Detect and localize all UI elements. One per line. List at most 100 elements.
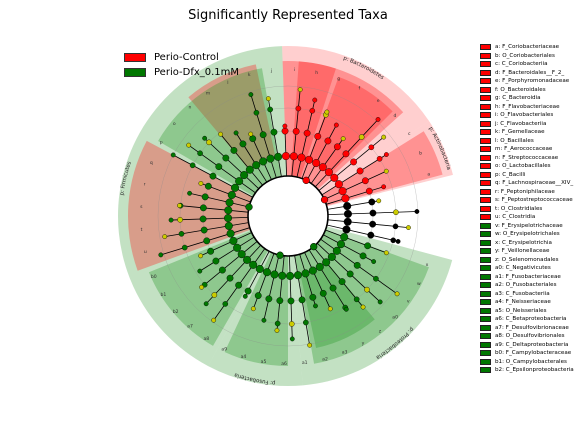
leaf-node xyxy=(162,234,168,240)
key-entry: t: O_Clostridiales xyxy=(480,205,574,214)
leaf-node xyxy=(377,299,383,305)
leaf-node xyxy=(371,259,377,264)
tree-node xyxy=(219,266,226,274)
ring-letter: b1 xyxy=(161,292,167,298)
phylum-node xyxy=(320,196,329,204)
tree-node xyxy=(266,154,275,163)
tree-node xyxy=(224,206,233,215)
leaf-node xyxy=(198,253,204,259)
tree-node xyxy=(359,252,367,260)
tree-node xyxy=(295,105,302,112)
ring-letter: b2 xyxy=(173,309,179,315)
key-swatch xyxy=(480,112,491,119)
key-label: g: C_Bacteroidia xyxy=(495,95,541,102)
tree-node xyxy=(368,144,375,151)
key-swatch xyxy=(480,265,491,272)
tree-branch xyxy=(313,246,364,308)
legend-swatch-dfx xyxy=(124,68,146,77)
tree-node xyxy=(244,287,252,295)
tree-node xyxy=(309,293,317,301)
key-label: b1: O_Campylobacterales xyxy=(495,358,567,365)
key-entry: o: O_Lactobacillales xyxy=(480,162,574,171)
key-label: h: F_Flavobacteriaceae xyxy=(495,103,560,110)
leaf-node xyxy=(170,152,176,158)
tree-node xyxy=(224,221,233,230)
tree-node xyxy=(343,202,352,211)
key-label: a0: C_Negativicutes xyxy=(495,265,551,272)
ring-letter: i xyxy=(294,67,295,73)
key-entry: r: F_Peptoniphilaceae xyxy=(480,188,574,197)
ring-letter: a5 xyxy=(261,359,267,365)
tree-node xyxy=(346,270,354,278)
tree-node xyxy=(226,274,234,282)
tree-node xyxy=(338,278,346,285)
key-entry: m: F_Aerococcaceae xyxy=(480,145,574,154)
key-entry: p: C_Bacilli xyxy=(480,171,574,180)
leaf-node xyxy=(307,342,313,348)
ring-letter: m xyxy=(206,92,211,97)
tree-node xyxy=(237,250,246,259)
key-label: a9: C_Deltaproteobacteria xyxy=(495,341,569,348)
key-swatch xyxy=(480,163,491,170)
tree-node xyxy=(181,244,188,251)
tree-node xyxy=(303,319,309,326)
ring-letter: s xyxy=(140,205,143,210)
key-label: k: F_Gemellaceae xyxy=(495,129,545,136)
leaf-node xyxy=(158,252,164,258)
phylum-node xyxy=(245,203,253,211)
key-swatch xyxy=(480,358,491,365)
key-label: z: O_Selenomonadales xyxy=(495,256,559,263)
key-swatch xyxy=(480,367,491,374)
legend-label-control: Perio-Control xyxy=(154,52,219,63)
key-swatch xyxy=(480,341,491,348)
leaf-node xyxy=(395,239,401,244)
tree-node xyxy=(341,194,350,203)
key-entry: h: F_Flavobacteriaceae xyxy=(480,103,574,112)
tree-branch xyxy=(301,111,328,179)
tree-node xyxy=(243,255,252,264)
key-swatch xyxy=(480,282,491,289)
tree-node xyxy=(343,209,352,218)
key-swatch xyxy=(480,222,491,229)
tree-node xyxy=(324,168,333,177)
tree-branch xyxy=(304,252,331,309)
leaf-node xyxy=(274,328,280,333)
tree-node xyxy=(235,281,243,289)
key-label: l: O_Bacillales xyxy=(495,137,534,144)
ring-letter: o xyxy=(173,122,176,127)
tree-node xyxy=(314,132,322,140)
tree-node xyxy=(259,157,268,166)
ring-letter: g xyxy=(337,77,340,82)
tree-node xyxy=(350,158,357,166)
leaf-node xyxy=(394,291,400,297)
key-entry: a6: C_Betaproteobacteria xyxy=(480,315,574,324)
phylum-sector xyxy=(208,251,303,386)
tree-node xyxy=(297,153,306,162)
ring-letter: v xyxy=(407,300,410,305)
ring-letter: d xyxy=(394,113,397,119)
tree-node xyxy=(212,257,220,265)
key-swatch xyxy=(480,290,491,297)
key-label: n: F_Streptococcaceae xyxy=(495,154,559,161)
legend-label-dfx: Perio-Dfx_0.1mM xyxy=(154,67,240,78)
ring-letter: z xyxy=(379,330,382,335)
ring-letter: a4 xyxy=(241,354,247,360)
key-swatch xyxy=(480,86,491,93)
group-legend: Perio-Control Perio-Dfx_0.1mM xyxy=(124,50,239,80)
leaf-node xyxy=(360,304,366,310)
key-swatch xyxy=(480,120,491,127)
tree-node xyxy=(233,243,242,252)
tree-node xyxy=(369,209,377,217)
key-entry: f: O_Bacteroidales xyxy=(480,86,574,95)
tree-node xyxy=(204,182,212,190)
leaf-node xyxy=(218,131,223,137)
key-entry: x: C_Erysipelotrichia xyxy=(480,239,574,248)
key-entry: e: F_Porphyromonadaceae xyxy=(480,77,574,86)
ring-letter: b0 xyxy=(151,274,157,280)
key-swatch xyxy=(480,103,491,110)
tree-branch xyxy=(204,137,260,190)
rank-ring xyxy=(157,85,419,347)
ring-letter: a xyxy=(427,173,430,178)
key-label: y: F_Veillonellaceae xyxy=(495,248,550,255)
ring-letter: j xyxy=(270,68,272,74)
